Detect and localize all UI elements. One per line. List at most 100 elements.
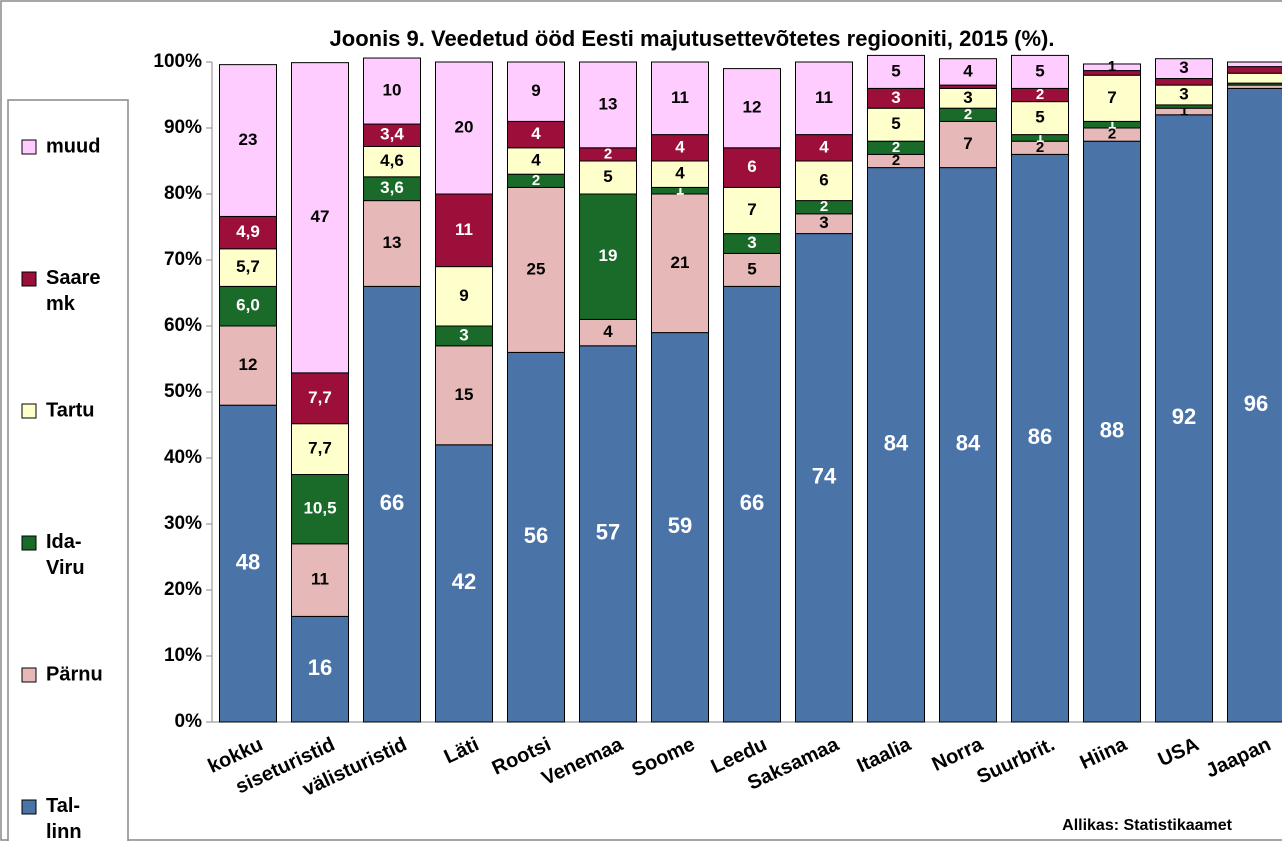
data-label: 6 bbox=[819, 170, 828, 189]
data-label: 7 bbox=[963, 134, 972, 153]
data-label: 4 bbox=[963, 61, 973, 80]
data-label: 4 bbox=[819, 137, 829, 156]
data-label: 96 bbox=[1244, 391, 1268, 416]
data-label: 48 bbox=[236, 549, 260, 574]
legend-swatch bbox=[21, 799, 37, 815]
bar-segment bbox=[219, 64, 277, 217]
bar-segment bbox=[1155, 78, 1213, 86]
bar-segment bbox=[435, 193, 493, 268]
data-label: 3 bbox=[1179, 58, 1188, 77]
data-label: 4 bbox=[531, 150, 541, 169]
data-label: 13 bbox=[599, 94, 618, 113]
bar-segment bbox=[867, 54, 925, 89]
data-label: 86 bbox=[1028, 424, 1052, 449]
data-label: 3,4 bbox=[380, 125, 404, 144]
data-label: 11 bbox=[815, 88, 833, 107]
bar-segment bbox=[939, 120, 997, 169]
data-label: 5 bbox=[891, 114, 900, 133]
bar-segment bbox=[363, 145, 421, 178]
data-label: 2 bbox=[532, 172, 540, 189]
bar-segment bbox=[795, 233, 853, 723]
legend-swatch bbox=[21, 271, 37, 287]
bar-segment bbox=[507, 147, 565, 175]
data-label: 9 bbox=[459, 286, 468, 305]
y-tick-label: 30% bbox=[164, 513, 202, 534]
bar-segment bbox=[435, 444, 493, 723]
legend-frame bbox=[7, 99, 129, 841]
bar-segment bbox=[579, 193, 637, 320]
data-label: 1 bbox=[1180, 102, 1188, 119]
data-label: 16 bbox=[308, 655, 332, 680]
data-label: 59 bbox=[668, 513, 692, 538]
bar-segment bbox=[291, 423, 349, 475]
bar-segment bbox=[939, 58, 997, 86]
y-tick-label: 100% bbox=[153, 51, 202, 72]
data-label: 3,6 bbox=[380, 178, 404, 197]
bar-segment bbox=[723, 285, 781, 723]
bar-segment bbox=[795, 61, 853, 136]
data-label: 15 bbox=[455, 385, 474, 404]
data-label: 2 bbox=[820, 198, 828, 215]
bar-segment bbox=[1155, 58, 1213, 79]
data-label: 1 bbox=[1108, 116, 1116, 133]
bar-segment bbox=[219, 285, 277, 327]
data-label: 1 bbox=[676, 182, 684, 199]
bar-segment bbox=[219, 215, 277, 250]
data-label: 4 bbox=[531, 124, 541, 143]
bar-segment bbox=[651, 332, 709, 723]
data-label: 5 bbox=[747, 259, 756, 278]
data-label: 7 bbox=[1107, 88, 1116, 107]
data-label: 12 bbox=[743, 98, 762, 117]
data-label: 84 bbox=[884, 431, 909, 456]
y-tick-label: 70% bbox=[164, 249, 202, 270]
bar-segment bbox=[219, 325, 277, 406]
data-label: 11 bbox=[671, 88, 689, 107]
legend-label: Saare mk bbox=[46, 267, 101, 315]
y-tick-label: 10% bbox=[164, 645, 202, 666]
data-label: 4 bbox=[675, 137, 685, 156]
data-label: 21 bbox=[671, 253, 690, 272]
bar-segment bbox=[363, 200, 421, 287]
legend-label: Pärnu bbox=[46, 663, 103, 685]
data-label: 3 bbox=[963, 88, 972, 107]
bar-segment bbox=[291, 543, 349, 617]
bar-segment bbox=[219, 404, 277, 723]
bar-segment bbox=[363, 285, 421, 723]
data-label: 5,7 bbox=[236, 257, 260, 276]
data-label: 10 bbox=[383, 81, 402, 100]
data-label: 6,0 bbox=[236, 296, 260, 315]
data-label: 5 bbox=[1035, 61, 1044, 80]
data-label: 20 bbox=[455, 117, 474, 136]
data-label: 2 bbox=[1036, 86, 1044, 103]
bar-segment bbox=[651, 61, 709, 136]
bar-segment bbox=[651, 193, 709, 334]
bar-segment bbox=[363, 57, 421, 125]
legend-swatch bbox=[21, 139, 37, 155]
legend-label: Tartu bbox=[46, 399, 95, 421]
bar-segment bbox=[1227, 61, 1282, 68]
data-label: 13 bbox=[383, 233, 402, 252]
data-label: 7 bbox=[747, 200, 756, 219]
bar-segment bbox=[1227, 66, 1282, 74]
data-label: 2 bbox=[1036, 139, 1044, 156]
bar-segment bbox=[291, 62, 349, 374]
legend-label: muud bbox=[46, 135, 100, 157]
data-label: 66 bbox=[740, 490, 764, 515]
bar-segment bbox=[507, 120, 565, 149]
data-label: 4,9 bbox=[236, 222, 260, 241]
data-label: 11 bbox=[455, 220, 473, 239]
bar-segment bbox=[1011, 101, 1069, 136]
bar-segment bbox=[1011, 54, 1069, 89]
legend-swatch bbox=[21, 403, 37, 419]
bar-segment bbox=[939, 167, 997, 723]
legend-label: Tal-linn bbox=[46, 795, 82, 841]
bar-segment bbox=[291, 615, 349, 723]
data-label: 3 bbox=[891, 88, 900, 107]
bar-segment bbox=[723, 252, 781, 287]
y-tick-label: 80% bbox=[164, 183, 202, 204]
bar-segment bbox=[435, 266, 493, 327]
bar-segment bbox=[1011, 153, 1069, 723]
y-tick-label: 40% bbox=[164, 447, 202, 468]
data-label: 23 bbox=[239, 130, 258, 149]
